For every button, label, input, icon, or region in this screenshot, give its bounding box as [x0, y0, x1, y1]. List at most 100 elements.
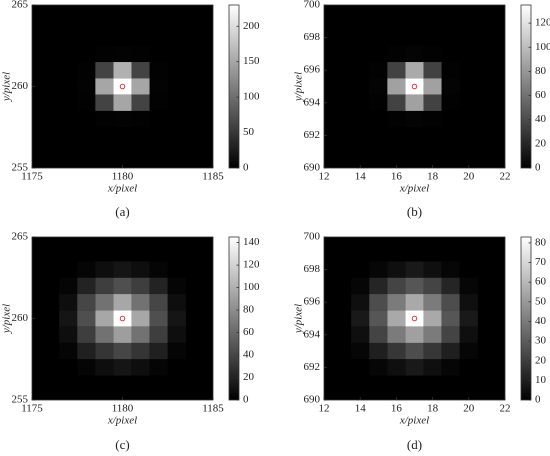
heat-cell	[149, 310, 168, 327]
heat-cell	[387, 62, 406, 79]
heat-cell	[423, 310, 442, 327]
colorbar-tick-label: 20	[243, 371, 255, 383]
heat-cell	[423, 294, 442, 311]
heat-cell	[441, 342, 460, 360]
heat-cell	[149, 342, 168, 360]
heat-cell	[95, 277, 114, 295]
heat-cell	[131, 310, 150, 327]
heat-cell	[149, 45, 168, 63]
heat-cell	[405, 261, 424, 278]
heat-cell	[387, 294, 406, 311]
heat-cell	[77, 342, 96, 360]
colorbar-tick-label: 20	[535, 137, 547, 149]
y-tick-label: 694	[304, 328, 321, 340]
x-tick-label: 22	[500, 171, 511, 183]
heat-cell	[387, 326, 406, 343]
heat-cell	[77, 359, 96, 376]
cells	[59, 261, 186, 376]
colorbar	[520, 4, 532, 169]
heat-cell	[95, 62, 114, 79]
heat-cell	[351, 261, 370, 278]
y-tick-label: 692	[304, 129, 321, 141]
heat-cell	[369, 294, 388, 311]
x-axis-label: x/pixel	[399, 183, 429, 195]
heat-cell	[149, 294, 168, 311]
heat-cell	[351, 294, 370, 311]
axes-frame	[323, 4, 506, 169]
heat-cell	[167, 277, 186, 295]
y-tick-label: 255	[12, 162, 29, 174]
heat-cell	[131, 342, 150, 360]
heat-cell	[113, 94, 132, 111]
heat-cell	[113, 326, 132, 343]
heat-cell	[77, 78, 96, 95]
colorbar-tick-label: 70	[535, 256, 547, 268]
heat-cell	[95, 94, 114, 111]
heat-cell	[149, 359, 168, 376]
heat-cell	[405, 342, 424, 360]
heat-cell	[149, 94, 168, 111]
y-tick-label: 698	[304, 263, 321, 275]
heat-cell	[423, 326, 442, 343]
heat-cell	[459, 342, 478, 360]
heat-cell	[59, 342, 78, 360]
heat-cell	[405, 359, 424, 376]
heat-cell	[387, 342, 406, 360]
heat-cell	[405, 294, 424, 311]
heat-cell	[441, 261, 460, 278]
heat-cell	[59, 310, 78, 327]
x-axis-label: x/pixel	[107, 183, 137, 195]
heat-cell	[405, 326, 424, 343]
heat-cell	[131, 62, 150, 79]
y-tick-label: 694	[304, 96, 321, 108]
heat-cell	[149, 78, 168, 95]
heat-cell	[167, 310, 186, 327]
y-tick-label: 690	[304, 394, 321, 406]
y-tick-label: 265	[12, 0, 29, 11]
heat-cell	[405, 110, 424, 128]
heat-cell	[113, 62, 132, 79]
heat-cell	[77, 310, 96, 327]
heat-cell	[441, 359, 460, 376]
heat-cell	[95, 359, 114, 376]
colorbar-tick-label: 30	[535, 335, 547, 347]
heat-cell	[95, 261, 114, 278]
heat-cell	[77, 94, 96, 111]
x-tick-label: 16	[391, 171, 403, 183]
heat-cell	[459, 326, 478, 343]
caption: (c)	[115, 437, 129, 452]
heat-cell	[167, 294, 186, 311]
heat-cell	[405, 45, 424, 63]
heat-cell	[113, 78, 132, 95]
heat-cell	[167, 359, 186, 376]
heat-cell	[77, 62, 96, 79]
heat-cell	[369, 310, 388, 327]
heat-cell	[423, 94, 442, 111]
heat-cell	[459, 294, 478, 311]
heat-cell	[369, 277, 388, 295]
heat-cell	[95, 78, 114, 95]
heat-cell	[441, 94, 460, 111]
heat-cell	[59, 277, 78, 295]
colorbar-tick-label: 60	[243, 326, 255, 338]
heat-cell	[149, 110, 168, 128]
y-axis-label: y/pixel	[293, 304, 305, 334]
x-tick-label: 12	[319, 171, 330, 183]
colorbar-tick-label: 150	[243, 55, 260, 67]
center-marker	[411, 315, 418, 322]
heat-cell	[441, 62, 460, 79]
heat-cell	[59, 261, 78, 278]
heat-cell	[95, 294, 114, 311]
y-axis-label: y/pixel	[293, 72, 305, 102]
heat-cell	[387, 94, 406, 111]
heat-cell	[423, 45, 442, 63]
heat-cell	[405, 94, 424, 111]
heat-cell	[441, 294, 460, 311]
y-tick-label: 700	[304, 231, 321, 243]
colorbar-tick-label: 0	[535, 162, 541, 174]
x-tick-label: 14	[355, 171, 367, 183]
heat-cell	[387, 110, 406, 128]
colorbar-tick-label: 0	[535, 394, 541, 406]
heat-cell	[59, 359, 78, 376]
